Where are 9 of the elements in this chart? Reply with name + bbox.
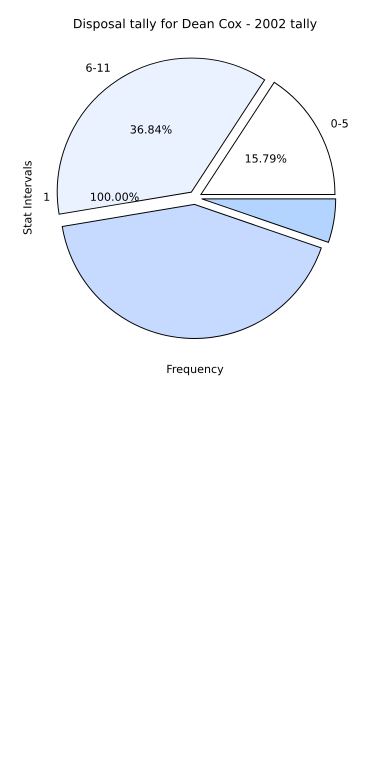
slice-label: 0-5: [331, 119, 348, 128]
data-label: 15.79%: [246, 154, 286, 163]
data-label: 36.84%: [130, 125, 172, 134]
text: 100.00%: [91, 192, 139, 201]
text: Frequency: [167, 364, 224, 376]
slice-label: 6-11: [86, 63, 110, 72]
text: Stat Intervals: [22, 161, 32, 234]
chart-title: Disposal tally for Dean Cox - 2002 tally: [74, 18, 317, 31]
text: 1: [44, 192, 50, 201]
